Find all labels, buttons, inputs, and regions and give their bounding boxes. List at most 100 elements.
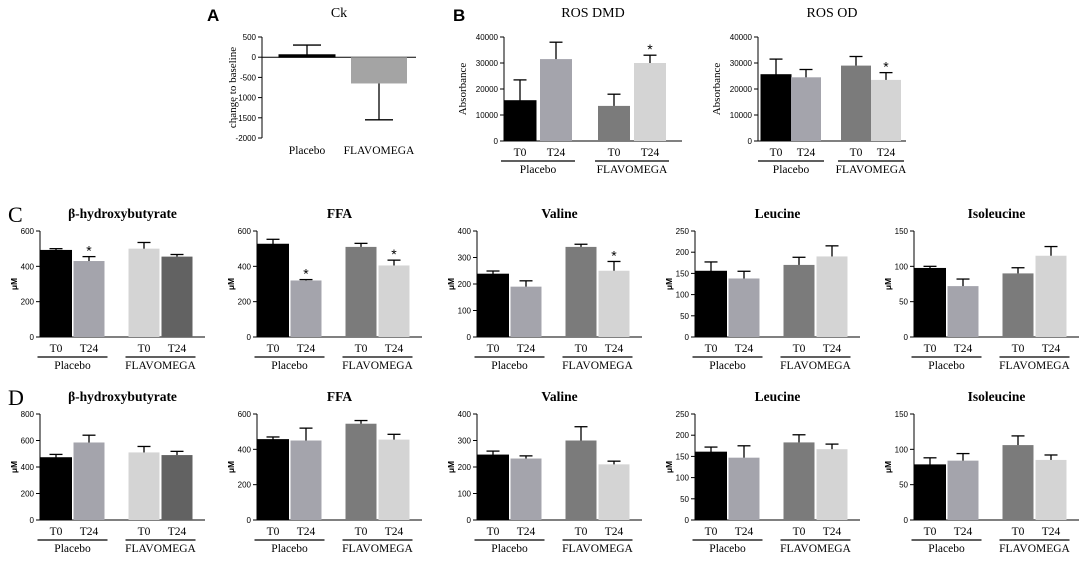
- d-val-bar-1: [477, 454, 509, 521]
- c-ffa-category-3: T0: [355, 343, 368, 355]
- d-bhb-bar-2: [73, 442, 105, 520]
- d-val-category-3: T0: [575, 526, 588, 538]
- c-val-ytick-label: 200: [458, 280, 472, 289]
- a-ck-ytick-label: -1500: [236, 114, 257, 123]
- a-ck-ylabel: change to baseline: [227, 47, 239, 128]
- b-od-bar-4: [871, 79, 901, 141]
- c-val-category-1: T0: [487, 343, 500, 355]
- c-ile-bar-3: [1002, 273, 1034, 337]
- d-leu-bar-1: [695, 451, 727, 521]
- d-val-bar-2: [510, 458, 542, 520]
- c-leu-bar-1: [695, 270, 727, 338]
- b-od-bar-3: [841, 65, 871, 141]
- b-od-category-1: T0: [770, 147, 783, 159]
- d-ile-group-label-2: FLAVOMEGA: [999, 543, 1070, 555]
- d-bhb-bar-4: [161, 455, 193, 520]
- d-ffa-bar-2: [290, 440, 322, 520]
- c-leu-category-2: T24: [735, 343, 754, 355]
- a-ck-bar-2: [351, 57, 407, 84]
- c-val-category-2: T24: [517, 343, 536, 355]
- c-leu-ytick-label: 50: [680, 312, 689, 321]
- c-bhb-category-2: T24: [80, 343, 99, 355]
- c-leu-ytick-label: 100: [676, 291, 690, 300]
- c-bhb-bar-4: [161, 256, 193, 337]
- c-bhb-ytick-label: 200: [21, 298, 35, 307]
- c-bhb-category-1: T0: [50, 343, 63, 355]
- d-leu-ylabel: μM: [664, 461, 674, 473]
- d-ffa-group-label-1: Placebo: [271, 543, 308, 555]
- b-od-ytick-label: 30000: [730, 59, 753, 68]
- b-dmd-ytick-label: 30000: [476, 59, 499, 68]
- c-val-group-label-1: Placebo: [491, 360, 528, 372]
- d-leu-category-1: T0: [705, 526, 718, 538]
- b-dmd-category-2: T24: [547, 147, 566, 159]
- a-ck-title: Ck: [331, 6, 347, 21]
- c-ffa-significance-2: *: [303, 266, 309, 282]
- d-ile-bar-3: [1002, 445, 1034, 520]
- b-od-category-4: T24: [877, 147, 896, 159]
- d-leu-ytick-label: 200: [676, 431, 690, 440]
- c-bhb-ytick-label: 400: [21, 262, 35, 271]
- d-ile-bar-2: [947, 460, 979, 520]
- c-ffa-category-4: T24: [385, 343, 404, 355]
- b-dmd-category-3: T0: [608, 147, 621, 159]
- b-dmd-category-4: T24: [641, 147, 660, 159]
- d-ile-category-3: T0: [1012, 526, 1025, 538]
- c-ile-title: Isoleucine: [968, 206, 1026, 221]
- d-val-group-label-2: FLAVOMEGA: [562, 543, 633, 555]
- c-ile-bar-1: [914, 267, 946, 338]
- c-ile-bar-2: [947, 286, 979, 337]
- b-dmd-bar-2: [540, 59, 572, 141]
- c-bhb-ylabel: μM: [9, 278, 19, 290]
- d-ile-bar-4: [1035, 459, 1067, 520]
- b-od-ytick-label: 20000: [730, 85, 753, 94]
- b-od-group-label-1: Placebo: [773, 164, 810, 176]
- b-od-category-2: T24: [797, 147, 816, 159]
- c-val-ytick-label: 300: [458, 254, 472, 263]
- d-leu-bar-2: [728, 457, 760, 520]
- c-ffa-category-2: T24: [297, 343, 316, 355]
- c-ile-ytick-label: 50: [899, 298, 908, 307]
- d-ffa-ytick-label: 0: [247, 516, 252, 525]
- c-leu-category-1: T0: [705, 343, 718, 355]
- d-ile-ytick-label: 50: [899, 481, 908, 490]
- d-val-category-4: T24: [605, 526, 624, 538]
- b-od-category-3: T0: [850, 147, 863, 159]
- b-dmd-ytick-label: 0: [494, 137, 499, 146]
- c-bhb-title: β-hydroxybutyrate: [68, 206, 177, 221]
- d-val-ytick-label: 400: [458, 410, 472, 419]
- d-bhb-ylabel: μM: [9, 461, 19, 473]
- c-bhb-group-label-1: Placebo: [54, 360, 91, 372]
- c-val-ylabel: μM: [446, 278, 456, 290]
- c-leu-bar-2: [728, 278, 760, 337]
- c-bhb-category-4: T24: [168, 343, 187, 355]
- c-ffa-bar-4: [378, 265, 410, 337]
- c-ile-category-2: T24: [954, 343, 973, 355]
- c-ffa-significance-4: *: [391, 246, 397, 262]
- b-dmd-significance-4: *: [647, 41, 653, 57]
- d-bhb-category-3: T0: [138, 526, 151, 538]
- b-dmd-bar-4: [634, 63, 666, 141]
- d-ffa-bar-4: [378, 439, 410, 520]
- d-bhb-ytick-label: 600: [21, 437, 35, 446]
- d-val-ytick-label: 100: [458, 490, 472, 499]
- d-ffa-bar-3: [345, 423, 377, 520]
- b-dmd-category-1: T0: [514, 147, 527, 159]
- d-leu-group-label-1: Placebo: [709, 543, 746, 555]
- c-ffa-ylabel: μM: [226, 278, 236, 290]
- b-od-group-label-2: FLAVOMEGA: [836, 164, 907, 176]
- c-bhb-bar-3: [128, 248, 160, 337]
- c-ile-category-3: T0: [1012, 343, 1025, 355]
- c-val-bar-3: [565, 246, 597, 337]
- c-bhb-ytick-label: 600: [21, 227, 35, 236]
- c-val-bar-1: [477, 273, 509, 338]
- b-dmd-group-label-1: Placebo: [520, 164, 557, 176]
- c-bhb-significance-2: *: [86, 243, 92, 259]
- c-ffa-ytick-label: 0: [247, 333, 252, 342]
- d-bhb-bar-3: [128, 452, 160, 520]
- d-val-bar-3: [565, 440, 597, 520]
- d-ile-category-1: T0: [924, 526, 937, 538]
- d-bhb-ytick-label: 0: [30, 516, 35, 525]
- d-ffa-group-label-2: FLAVOMEGA: [342, 543, 413, 555]
